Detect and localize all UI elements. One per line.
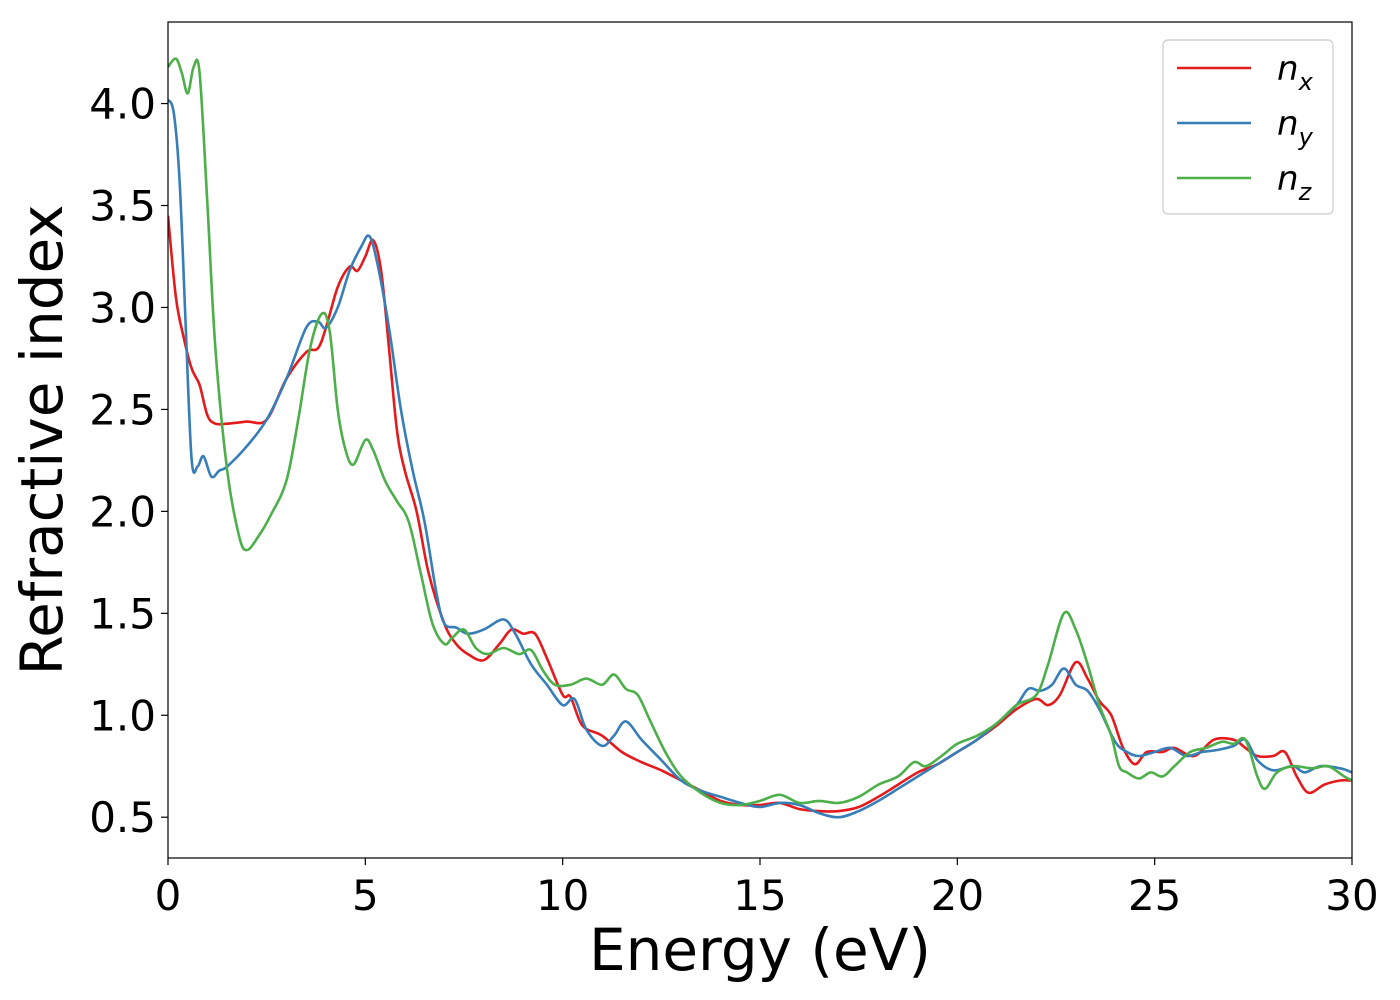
x-tick-label: 5	[352, 871, 379, 920]
series-line-nz	[168, 57, 1352, 807]
y-tick-label: 2.0	[89, 487, 156, 536]
y-tick-label: 0.5	[89, 793, 156, 842]
legend-box	[1162, 39, 1334, 215]
legend-label-nz: nz	[1277, 159, 1313, 206]
y-tick-label: 4.0	[89, 80, 156, 129]
series-line-ny	[168, 98, 1352, 819]
x-tick-label: 0	[155, 871, 182, 920]
x-tick-label: 10	[536, 871, 589, 920]
plot-area-lines	[168, 57, 1352, 819]
y-tick-label: 1.0	[89, 691, 156, 740]
chart-legend: nx ny nz	[1162, 39, 1334, 215]
y-tick-label: 2.5	[89, 385, 156, 434]
x-axis-title: Energy (eV)	[589, 916, 931, 984]
y-tick-label: 3.5	[89, 182, 156, 231]
y-tick-label: 3.0	[89, 283, 156, 332]
x-axis-ticks: 0 5 10 15 20 25 30	[155, 858, 1379, 920]
y-axis-ticks: 0.5 1.0 1.5 2.0 2.5 3.0 3.5 4.0	[89, 80, 168, 842]
legend-label-nx: nx	[1277, 49, 1314, 96]
x-tick-label: 25	[1128, 871, 1181, 920]
x-tick-label: 30	[1325, 871, 1378, 920]
y-tick-label: 1.5	[89, 589, 156, 638]
x-tick-label: 15	[733, 871, 786, 920]
legend-label-ny: ny	[1277, 104, 1314, 151]
x-tick-label: 20	[931, 871, 984, 920]
y-axis-title: Refractive index	[8, 204, 76, 675]
